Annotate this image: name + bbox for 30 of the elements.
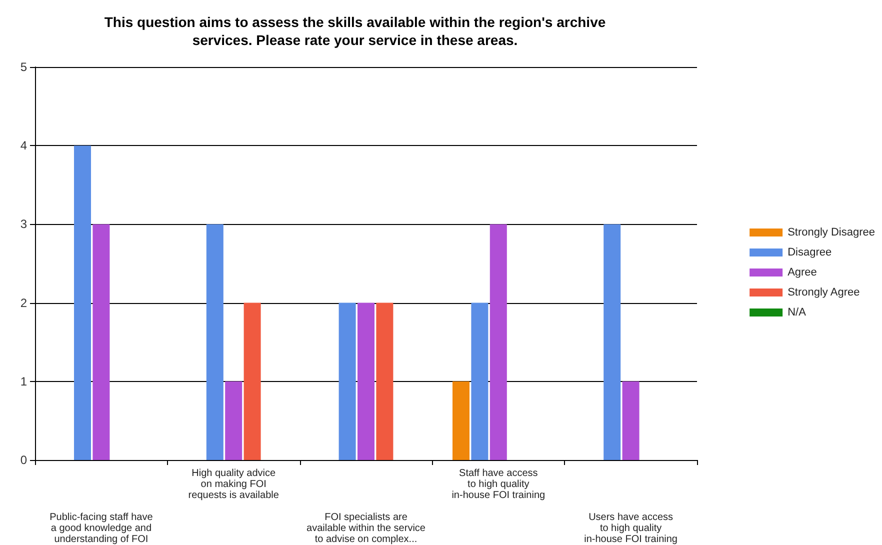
bar: [244, 302, 261, 460]
y-tick-label: 5: [20, 60, 28, 74]
bar: [471, 302, 488, 460]
y-tick-label: 2: [20, 296, 28, 310]
legend-label: Disagree: [788, 246, 832, 258]
chart-title: This question aims to assess the skills available within the region's archive services. Please rate your service in these areas.: [104, 14, 606, 48]
y-tick-label: 1: [20, 374, 28, 388]
bar: [376, 302, 394, 460]
y-tick-label: 3: [20, 217, 28, 232]
legend-label: N/A: [788, 306, 807, 318]
bar: [490, 224, 507, 460]
bar: [225, 381, 242, 460]
bar: [338, 302, 356, 460]
bar: [622, 381, 640, 460]
x-tick-label: Staff have access to high quality in-house FOI training: [452, 468, 546, 501]
x-tick-label: High quality advice on making FOI requests is available: [188, 468, 280, 501]
bar: [358, 302, 374, 460]
legend-label: Strongly Agree: [788, 286, 860, 298]
bar: [206, 224, 224, 460]
x-tick-label: FOI specialists are available within the service to advise on complex...: [306, 512, 426, 545]
y-tick-label: 0: [20, 453, 28, 467]
x-tick-label: Users have access to high quality in-house FOI training: [584, 512, 678, 545]
legend-label: Strongly Disagree: [788, 226, 876, 238]
bar: [74, 146, 91, 460]
y-tick-label: 4: [20, 138, 28, 153]
x-tick-label: Public-facing staff have a good knowledge and understanding of FOI: [50, 512, 154, 545]
bar: [452, 381, 470, 460]
bar: [92, 224, 110, 460]
bar: [604, 224, 621, 460]
legend-label: Agree: [788, 266, 817, 278]
